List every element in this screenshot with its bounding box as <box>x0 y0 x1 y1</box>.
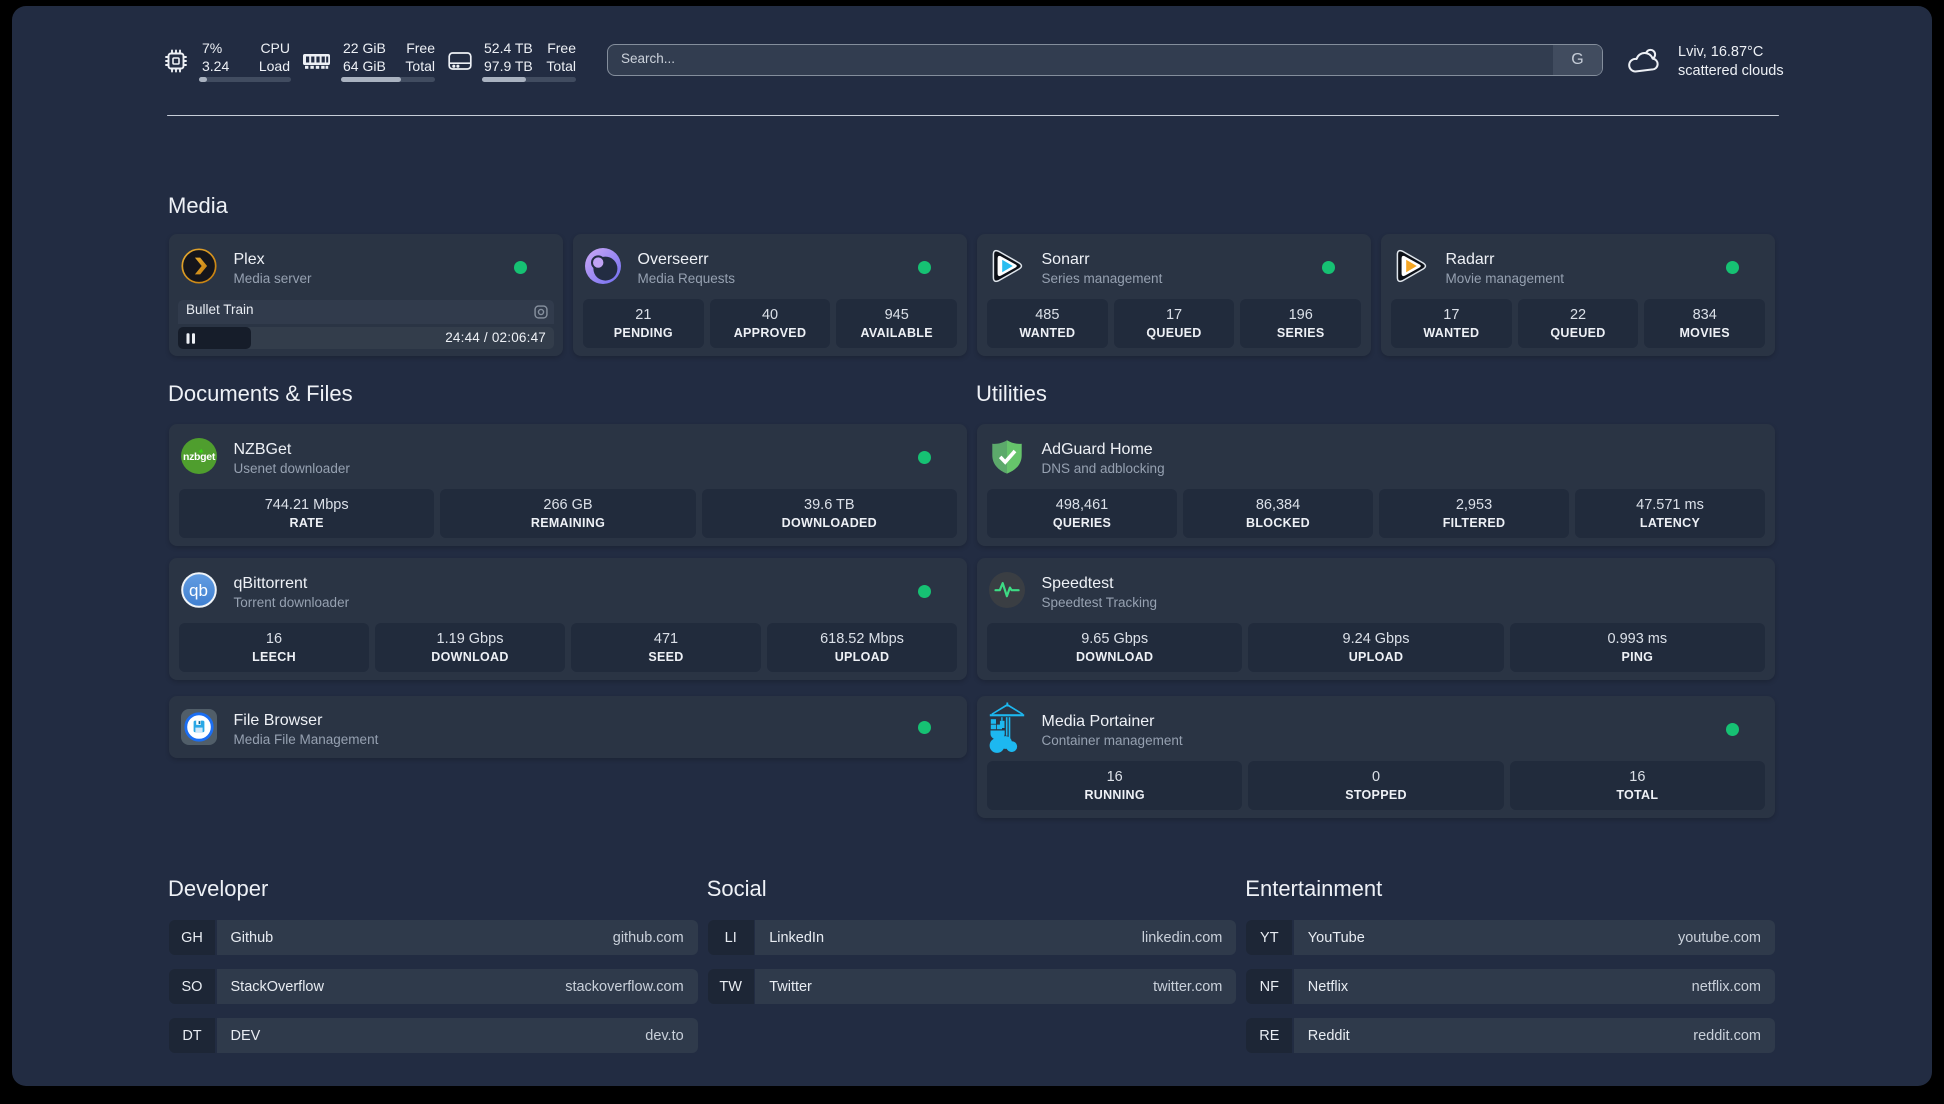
svg-text:nzbget: nzbget <box>183 451 216 463</box>
svg-text:qb: qb <box>189 581 208 600</box>
